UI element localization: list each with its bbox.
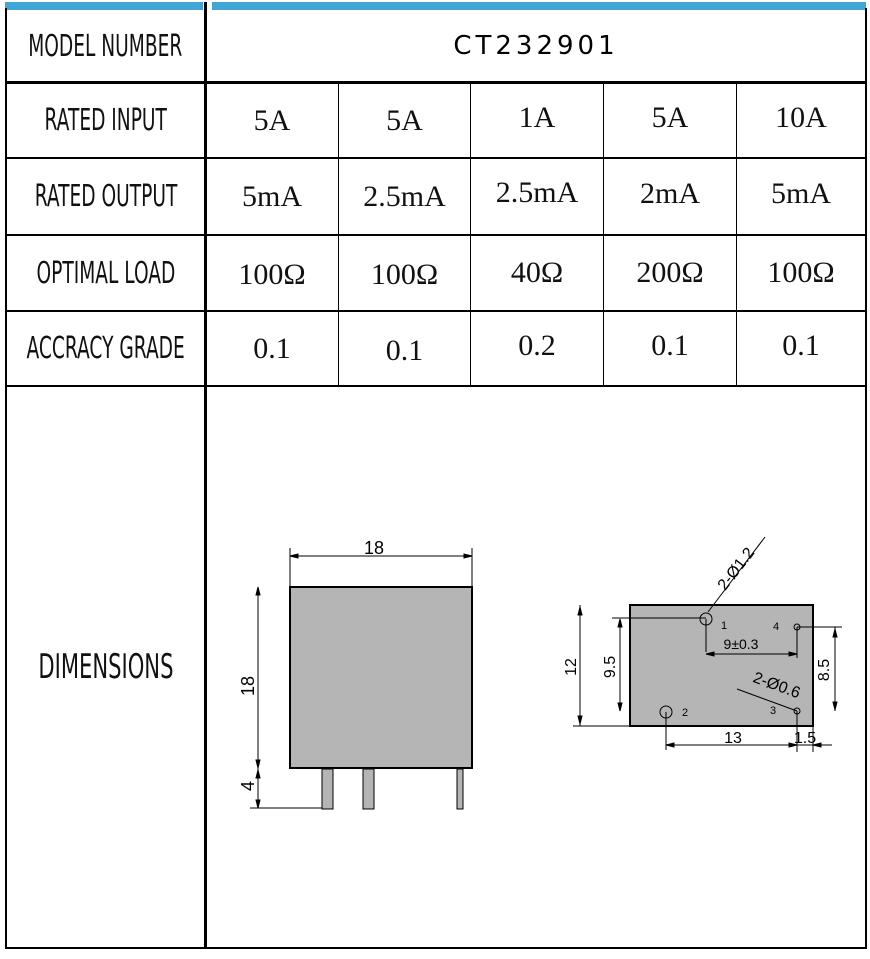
rated-output-value: 2mA [640, 176, 700, 210]
accuracy-grade-value: 0.1 [651, 328, 689, 362]
model-number-label: MODEL NUMBER [5, 10, 206, 82]
accuracy-grade-value: 0.1 [253, 331, 291, 365]
label-text: MODEL NUMBER [28, 28, 183, 64]
pin-label: 3 [770, 705, 776, 717]
accuracy-grade-value: 0.2 [518, 328, 556, 362]
bottom-height-dim: 12 [563, 658, 580, 676]
optimal-load-value: 100Ω [238, 258, 306, 291]
side-width-dim: 18 [364, 538, 384, 558]
accuracy-grade-value: 0.1 [385, 333, 424, 367]
optimal-load-value: 40Ω [510, 256, 564, 289]
dimensions-label: DIMENSIONS [5, 387, 206, 947]
large-hole-dim: 2-Ø1.2 [715, 545, 759, 594]
pin-label: 4 [773, 621, 779, 633]
divider [5, 81, 867, 84]
label-text: RATED OUTPUT [34, 179, 177, 214]
divider [470, 83, 471, 386]
rated-input-value: 1A [518, 100, 556, 134]
accuracy-grade-label: ACCRACY GRADE [5, 312, 206, 385]
rated-output-value: 2.5mA [363, 179, 446, 213]
divider [603, 83, 604, 386]
rated-output-value: 5mA [771, 176, 831, 210]
header-bar-left [5, 2, 203, 10]
optimal-load-value: 200Ω [636, 256, 704, 289]
divider [736, 83, 737, 386]
pin-spacing-top-dim: 9±0.3 [724, 636, 759, 652]
optimal-load-value: 100Ω [370, 258, 439, 291]
edge-offset-dim: 1.5 [794, 730, 816, 747]
accuracy-grade-value: 0.1 [782, 328, 820, 362]
divider [865, 8, 867, 949]
rated-output-label: RATED OUTPUT [5, 159, 206, 234]
pin [456, 768, 464, 810]
divider [204, 2, 207, 949]
rated-input-value: 5A [386, 103, 423, 137]
model-number-value: CT232901 [453, 31, 619, 61]
divider [5, 8, 7, 949]
rated-input-value: 5A [253, 103, 291, 137]
side-height-dim: 18 [238, 676, 258, 696]
pin [362, 768, 375, 810]
optimal-load-value: 100Ω [767, 256, 835, 289]
divider [5, 157, 867, 159]
divider [5, 947, 867, 949]
optimal-load-label: OPTIMAL LOAD [5, 236, 206, 310]
pin-label: 2 [682, 707, 688, 719]
divider [338, 83, 339, 386]
right-pin-distance-dim: 8.5 [816, 659, 833, 681]
divider [5, 310, 867, 312]
component-body [289, 586, 473, 769]
label-text: ACCRACY GRADE [26, 331, 185, 366]
bottom-view [573, 536, 842, 752]
rated-input-value: 5A [651, 100, 689, 134]
header-bar-right [212, 2, 866, 10]
divider [5, 385, 867, 387]
side-view [250, 548, 473, 810]
rated-input-label: RATED INPUT [5, 83, 206, 158]
label-text: OPTIMAL LOAD [36, 255, 175, 291]
pin-row-distance-dim: 9.5 [602, 656, 619, 678]
label-text: RATED INPUT [44, 103, 167, 138]
divider [5, 234, 867, 236]
label-text: DIMENSIONS [37, 647, 174, 687]
pin-spacing-bottom-dim: 13 [724, 730, 742, 747]
rated-input-value: 10A [775, 100, 827, 134]
rated-output-value: 5mA [242, 179, 302, 213]
pin [321, 768, 334, 810]
pin-length-dim: 4 [238, 781, 258, 791]
rated-output-value: 2.5mA [495, 175, 579, 209]
pin-label: 1 [721, 620, 727, 632]
